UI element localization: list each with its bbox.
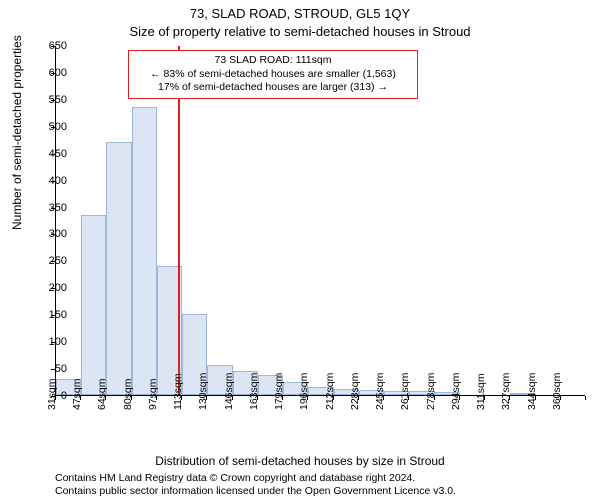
y-tick-label: 450 <box>27 148 67 160</box>
chart-container: 73, SLAD ROAD, STROUD, GL5 1QY Size of p… <box>0 0 600 500</box>
chart-title-line2: Size of property relative to semi-detach… <box>0 24 600 39</box>
y-tick-label: 200 <box>27 282 67 294</box>
x-axis-label: Distribution of semi-detached houses by … <box>0 454 600 468</box>
plot-area: 73 SLAD ROAD: 111sqm← 83% of semi-detach… <box>55 46 585 396</box>
y-axis-label-wrap: Number of semi-detached properties <box>0 0 20 500</box>
y-tick-mark <box>51 288 55 289</box>
y-tick-label: 300 <box>27 228 67 240</box>
histogram-bar <box>81 215 106 395</box>
y-tick-mark <box>51 46 55 47</box>
y-tick-label: 350 <box>27 202 67 214</box>
y-tick-mark <box>51 154 55 155</box>
y-tick-mark <box>51 127 55 128</box>
annotation-box: 73 SLAD ROAD: 111sqm← 83% of semi-detach… <box>128 50 418 99</box>
y-tick-label: 550 <box>27 94 67 106</box>
y-tick-label: 50 <box>27 363 67 375</box>
chart-title-line1: 73, SLAD ROAD, STROUD, GL5 1QY <box>0 6 600 21</box>
y-tick-mark <box>51 208 55 209</box>
histogram-bar <box>132 107 157 395</box>
x-tick-mark <box>585 396 586 400</box>
y-axis-label: Number of semi-detached properties <box>10 35 24 230</box>
y-tick-mark <box>51 181 55 182</box>
footer-attribution: Contains HM Land Registry data © Crown c… <box>55 472 456 498</box>
annotation-line2: ← 83% of semi-detached houses are smalle… <box>135 68 411 82</box>
y-tick-mark <box>51 234 55 235</box>
footer-line1: Contains HM Land Registry data © Crown c… <box>55 472 456 485</box>
y-tick-mark <box>51 73 55 74</box>
y-tick-mark <box>51 261 55 262</box>
y-tick-label: 100 <box>27 336 67 348</box>
y-tick-label: 600 <box>27 67 67 79</box>
annotation-line1: 73 SLAD ROAD: 111sqm <box>135 54 411 68</box>
histogram-bar <box>106 142 131 395</box>
y-tick-label: 650 <box>27 40 67 52</box>
footer-line2: Contains public sector information licen… <box>55 485 456 498</box>
y-tick-label: 400 <box>27 175 67 187</box>
y-tick-mark <box>51 342 55 343</box>
y-tick-mark <box>51 100 55 101</box>
y-tick-mark <box>51 315 55 316</box>
y-tick-label: 150 <box>27 309 67 321</box>
y-tick-mark <box>51 369 55 370</box>
annotation-line3: 17% of semi-detached houses are larger (… <box>135 81 411 95</box>
y-tick-label: 500 <box>27 121 67 133</box>
y-tick-label: 250 <box>27 255 67 267</box>
